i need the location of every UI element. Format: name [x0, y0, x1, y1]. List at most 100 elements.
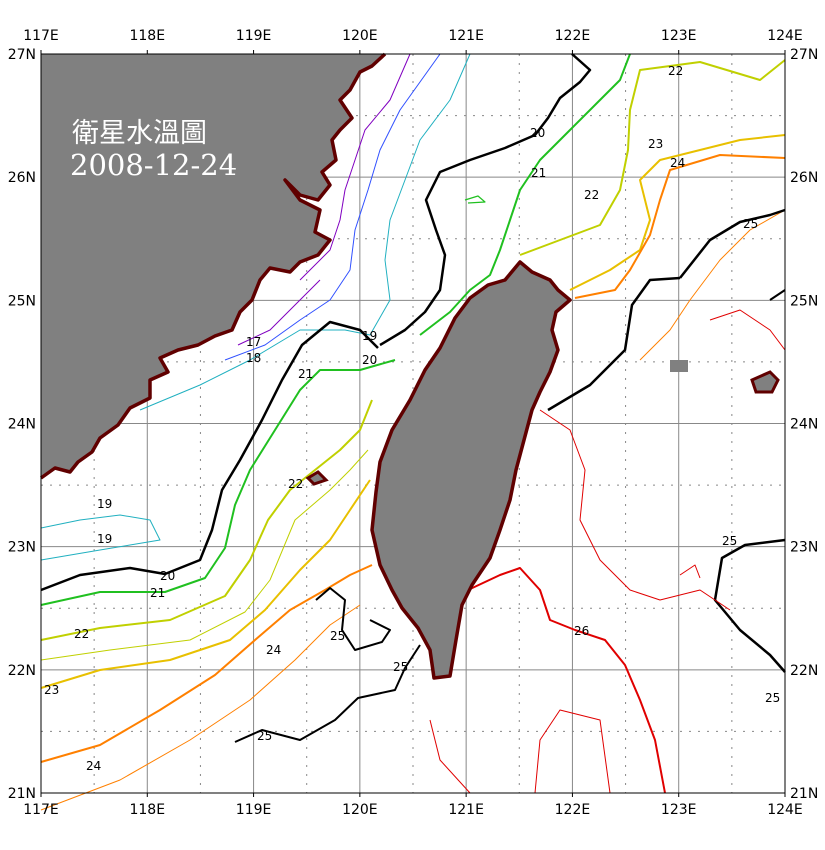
lon-label-top: 122E [555, 28, 591, 44]
map-title: 衛星水溫圖 [72, 118, 207, 149]
penghu-island [305, 470, 329, 486]
contour-labels: 22 20 23 24 21 22 25 19 20 17 18 21 22 19 19 20 21 22 23 24… [44, 64, 780, 773]
contour-label: 20 [362, 353, 377, 367]
contour-19 [40, 514, 161, 561]
lat-label-right: 26N [790, 170, 818, 186]
contour-25 [679, 208, 786, 279]
contour-label: 17 [246, 335, 261, 349]
contour-20 [40, 320, 379, 592]
lat-label-left: 26N [8, 170, 36, 186]
lon-label-bottom: 117E [23, 802, 59, 818]
map-date: 2008-12-24 [70, 148, 237, 182]
contour-26 [534, 709, 611, 794]
lat-label-left: 21N [8, 786, 36, 802]
china-mainland [41, 54, 385, 478]
contour-19 [139, 53, 471, 411]
contour-label: 19 [362, 329, 377, 343]
contour-label: 19 [97, 532, 112, 546]
contour-23 [569, 134, 786, 291]
contour-label: 18 [246, 351, 261, 365]
contour-26 [709, 309, 786, 351]
contour-21 [464, 195, 486, 204]
contour-label: 24 [266, 643, 281, 657]
contour-24 [639, 209, 786, 361]
contour-21 [419, 53, 631, 336]
contour-25 [769, 289, 786, 301]
lon-label-top: 123E [661, 28, 697, 44]
sst-contours [40, 53, 786, 811]
contour-label: 22 [668, 64, 683, 78]
contour-label: 25 [743, 217, 758, 231]
contour-24 [40, 604, 361, 811]
lon-label-bottom: 119E [236, 802, 272, 818]
contour-22 [40, 399, 373, 641]
contour-label: 23 [44, 683, 59, 697]
land-areas [41, 54, 688, 478]
contour-label: 25 [330, 629, 345, 643]
lon-label-bottom: 118E [129, 802, 165, 818]
lat-label-right: 23N [790, 540, 818, 556]
contour-25 [547, 276, 681, 412]
contour-label: 24 [670, 156, 685, 170]
contour-17 [237, 279, 321, 346]
lat-label-left: 23N [8, 540, 36, 556]
land-pixel [670, 360, 688, 372]
contour-label: 23 [648, 137, 663, 151]
contour-25 [713, 538, 786, 673]
contour-22 [40, 449, 369, 661]
lat-label-left: 22N [8, 663, 36, 679]
contour-label: 25 [722, 534, 737, 548]
lon-label-top: 119E [236, 28, 272, 44]
lon-label-bottom: 120E [342, 802, 378, 818]
contour-label: 21 [531, 166, 546, 180]
contour-label: 20 [530, 126, 545, 140]
contour-26 [467, 567, 666, 794]
lon-label-top: 118E [129, 28, 165, 44]
lat-label-right: 25N [790, 293, 818, 309]
contour-label: 22 [288, 477, 303, 491]
lat-label-left: 25N [8, 293, 36, 309]
contour-label: 26 [574, 624, 589, 638]
lon-label-top: 121E [448, 28, 484, 44]
contour-26 [429, 719, 471, 794]
contour-24 [40, 564, 373, 763]
contour-23 [40, 479, 371, 689]
lon-label-bottom: 123E [661, 802, 697, 818]
contour-21 [40, 359, 396, 606]
contour-label: 21 [150, 586, 165, 600]
contour-label: 25 [765, 691, 780, 705]
map-frame [40, 53, 786, 794]
contour-26 [679, 564, 701, 579]
lon-label-bottom: 122E [555, 802, 591, 818]
contour-22 [519, 59, 786, 256]
contour-label: 21 [298, 367, 313, 381]
lat-label-right: 24N [790, 417, 818, 433]
lat-label-right: 22N [790, 663, 818, 679]
contour-label: 24 [86, 759, 101, 773]
china-coastline [39, 52, 387, 480]
lat-label-right: 27N [790, 47, 818, 63]
lon-label-top: 124E [767, 28, 803, 44]
lon-label-bottom: 121E [448, 802, 484, 818]
lon-label-top: 120E [342, 28, 378, 44]
contour-label: 19 [97, 497, 112, 511]
contour-26 [539, 409, 731, 611]
contour-25 [315, 587, 391, 651]
island [750, 370, 780, 394]
contour-25 [234, 644, 421, 743]
coastlines [39, 52, 780, 680]
contour-label: 20 [160, 569, 175, 583]
axis-labels: 117E 117E 118E 118E 119E 119E 120E 120E 121E 121E… [8, 28, 819, 818]
contour-label: 25 [257, 729, 272, 743]
contour-label: 22 [584, 188, 599, 202]
lat-label-left: 24N [8, 417, 36, 433]
contour-24 [574, 154, 786, 299]
contour-20 [379, 53, 592, 347]
lat-label-right: 21N [790, 786, 818, 802]
lat-label-left: 27N [8, 47, 36, 63]
contour-18 [224, 53, 441, 361]
contour-17 [299, 53, 411, 281]
taiwan-island [370, 260, 572, 680]
contour-label: 22 [74, 627, 89, 641]
